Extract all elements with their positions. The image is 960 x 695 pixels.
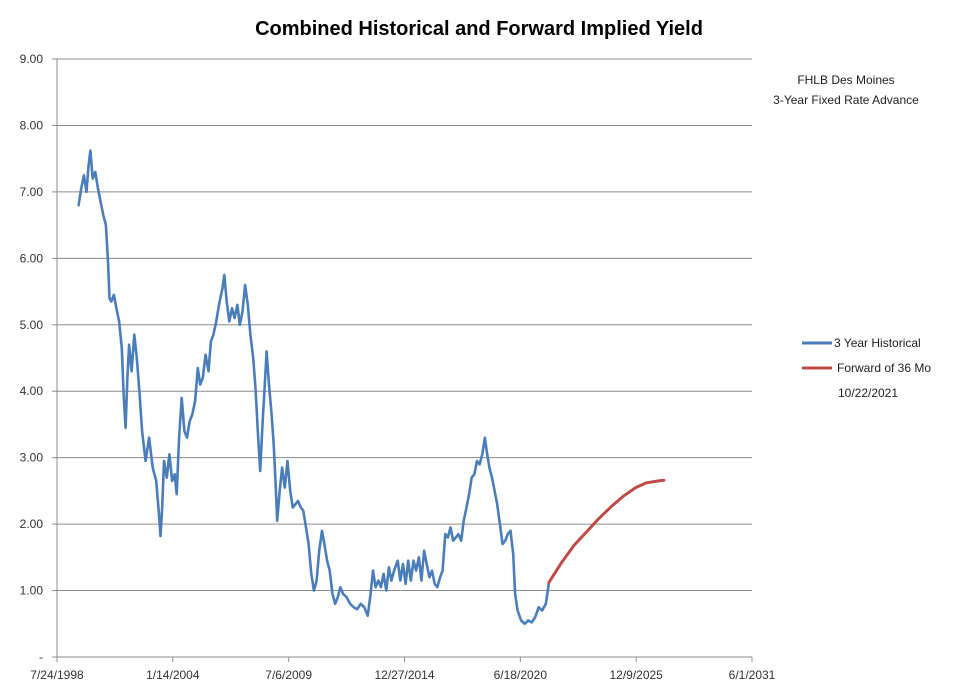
x-tick-label: 12/27/2014	[374, 668, 434, 682]
legend-label-3-year-historical: 3 Year Historical	[834, 336, 921, 350]
legend-label-forward-of-36-mo: Forward of 36 Mo	[837, 361, 931, 375]
y-tick-label: 7.00	[20, 185, 44, 199]
y-tick-label: 1.00	[20, 584, 44, 598]
y-tick-label: 9.00	[20, 52, 44, 66]
x-tick-label: 6/1/2031	[729, 668, 776, 682]
series-lines	[77, 149, 666, 626]
x-axis-ticks: 7/24/1998 1/14/2004 7/6/2009 12/27/2014 6/18…	[30, 657, 776, 682]
x-tick-label: 7/24/1998	[30, 668, 84, 682]
annotation-line-1: FHLB Des Moines	[797, 73, 894, 87]
y-axis-ticks: 9.00 8.00 7.00 6.00 5.00 4.00 3.00 2.00 1.00 -	[20, 52, 57, 664]
y-tick-label: 4.00	[20, 384, 44, 398]
legend: 3 Year Historical Forward of 36 Mo 10/22…	[802, 336, 931, 400]
series-line-3-year-historical	[77, 149, 551, 626]
x-tick-label: 6/18/2020	[494, 668, 548, 682]
x-tick-label: 1/14/2004	[146, 668, 200, 682]
y-tick-label: 8.00	[20, 118, 44, 132]
y-tick-label: 5.00	[20, 318, 44, 332]
y-tick-label: -	[39, 650, 43, 664]
y-tick-label: 2.00	[20, 517, 44, 531]
y-tick-label: 3.00	[20, 451, 44, 465]
annotation-line-2: 3-Year Fixed Rate Advance	[773, 93, 919, 107]
series-line-forward-of-36-mo	[547, 478, 666, 585]
chart-title: Combined Historical and Forward Implied …	[255, 18, 703, 40]
legend-date: 10/22/2021	[838, 386, 898, 400]
chart-annotation: FHLB Des Moines 3-Year Fixed Rate Advanc…	[773, 73, 919, 107]
y-tick-label: 6.00	[20, 251, 44, 265]
x-tick-label: 12/9/2025	[609, 668, 663, 682]
x-tick-label: 7/6/2009	[265, 668, 312, 682]
